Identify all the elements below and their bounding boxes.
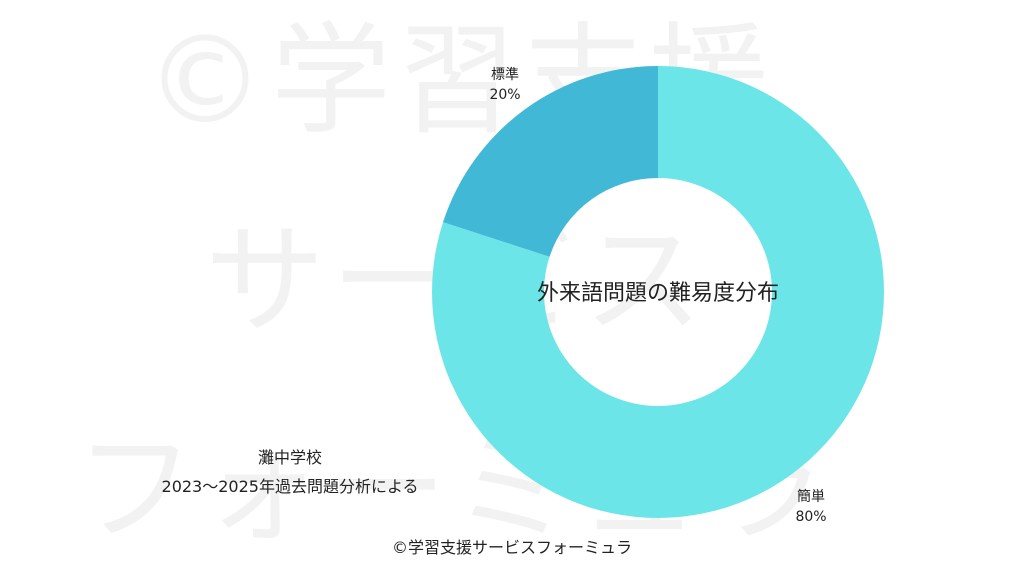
source-note: 2023〜2025年過去問題分析による	[161, 477, 419, 496]
chart-title: 外来語問題の難易度分布	[537, 281, 779, 306]
slice-standard	[443, 66, 658, 257]
slice-label-standard: 標準	[491, 67, 519, 83]
copyright-text: ©学習支援サービスフォーミュラ	[391, 538, 632, 557]
school-note: 灘中学校	[257, 448, 322, 467]
slice-value-easy: 80%	[795, 509, 826, 525]
slice-value-standard: 20%	[489, 87, 520, 103]
slice-label-easy: 簡単	[797, 489, 825, 505]
slice-easy	[432, 66, 885, 518]
